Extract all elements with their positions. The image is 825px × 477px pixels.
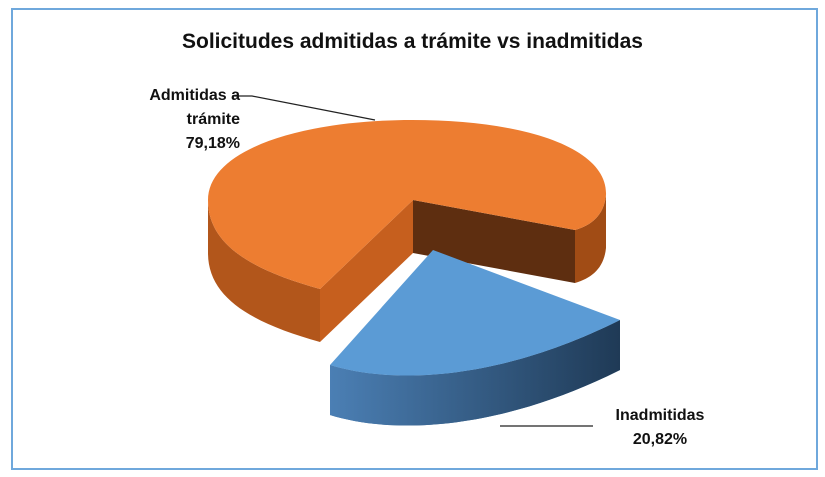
admitidas-inner-wall-dark (413, 200, 575, 283)
label-admitidas: Admitidas a trámite 79,18% (120, 84, 240, 156)
admitidas-inner-wall (320, 200, 413, 342)
pie-slice-admitidas (208, 120, 607, 342)
label-admitidas-value: 79,18% (185, 135, 240, 152)
label-inadmitidas-value: 20,82% (632, 431, 688, 448)
inadmitidas-top (330, 250, 620, 376)
chart-title: Solicitudes admitidas a trámite vs inadm… (182, 30, 643, 53)
admitidas-side-right (575, 195, 606, 283)
admitidas-top (208, 120, 607, 289)
leader-line-admitidas (232, 95, 376, 121)
label-admitidas-line1: Admitidas a (149, 87, 240, 104)
pie-slice-inadmitidas (330, 250, 620, 426)
admitidas-side (208, 200, 320, 342)
label-admitidas-line2: trámite (186, 111, 240, 128)
label-inadmitidas: Inadmitidas 20,82% (600, 404, 720, 452)
label-inadmitidas-line1: Inadmitidas (615, 407, 705, 424)
